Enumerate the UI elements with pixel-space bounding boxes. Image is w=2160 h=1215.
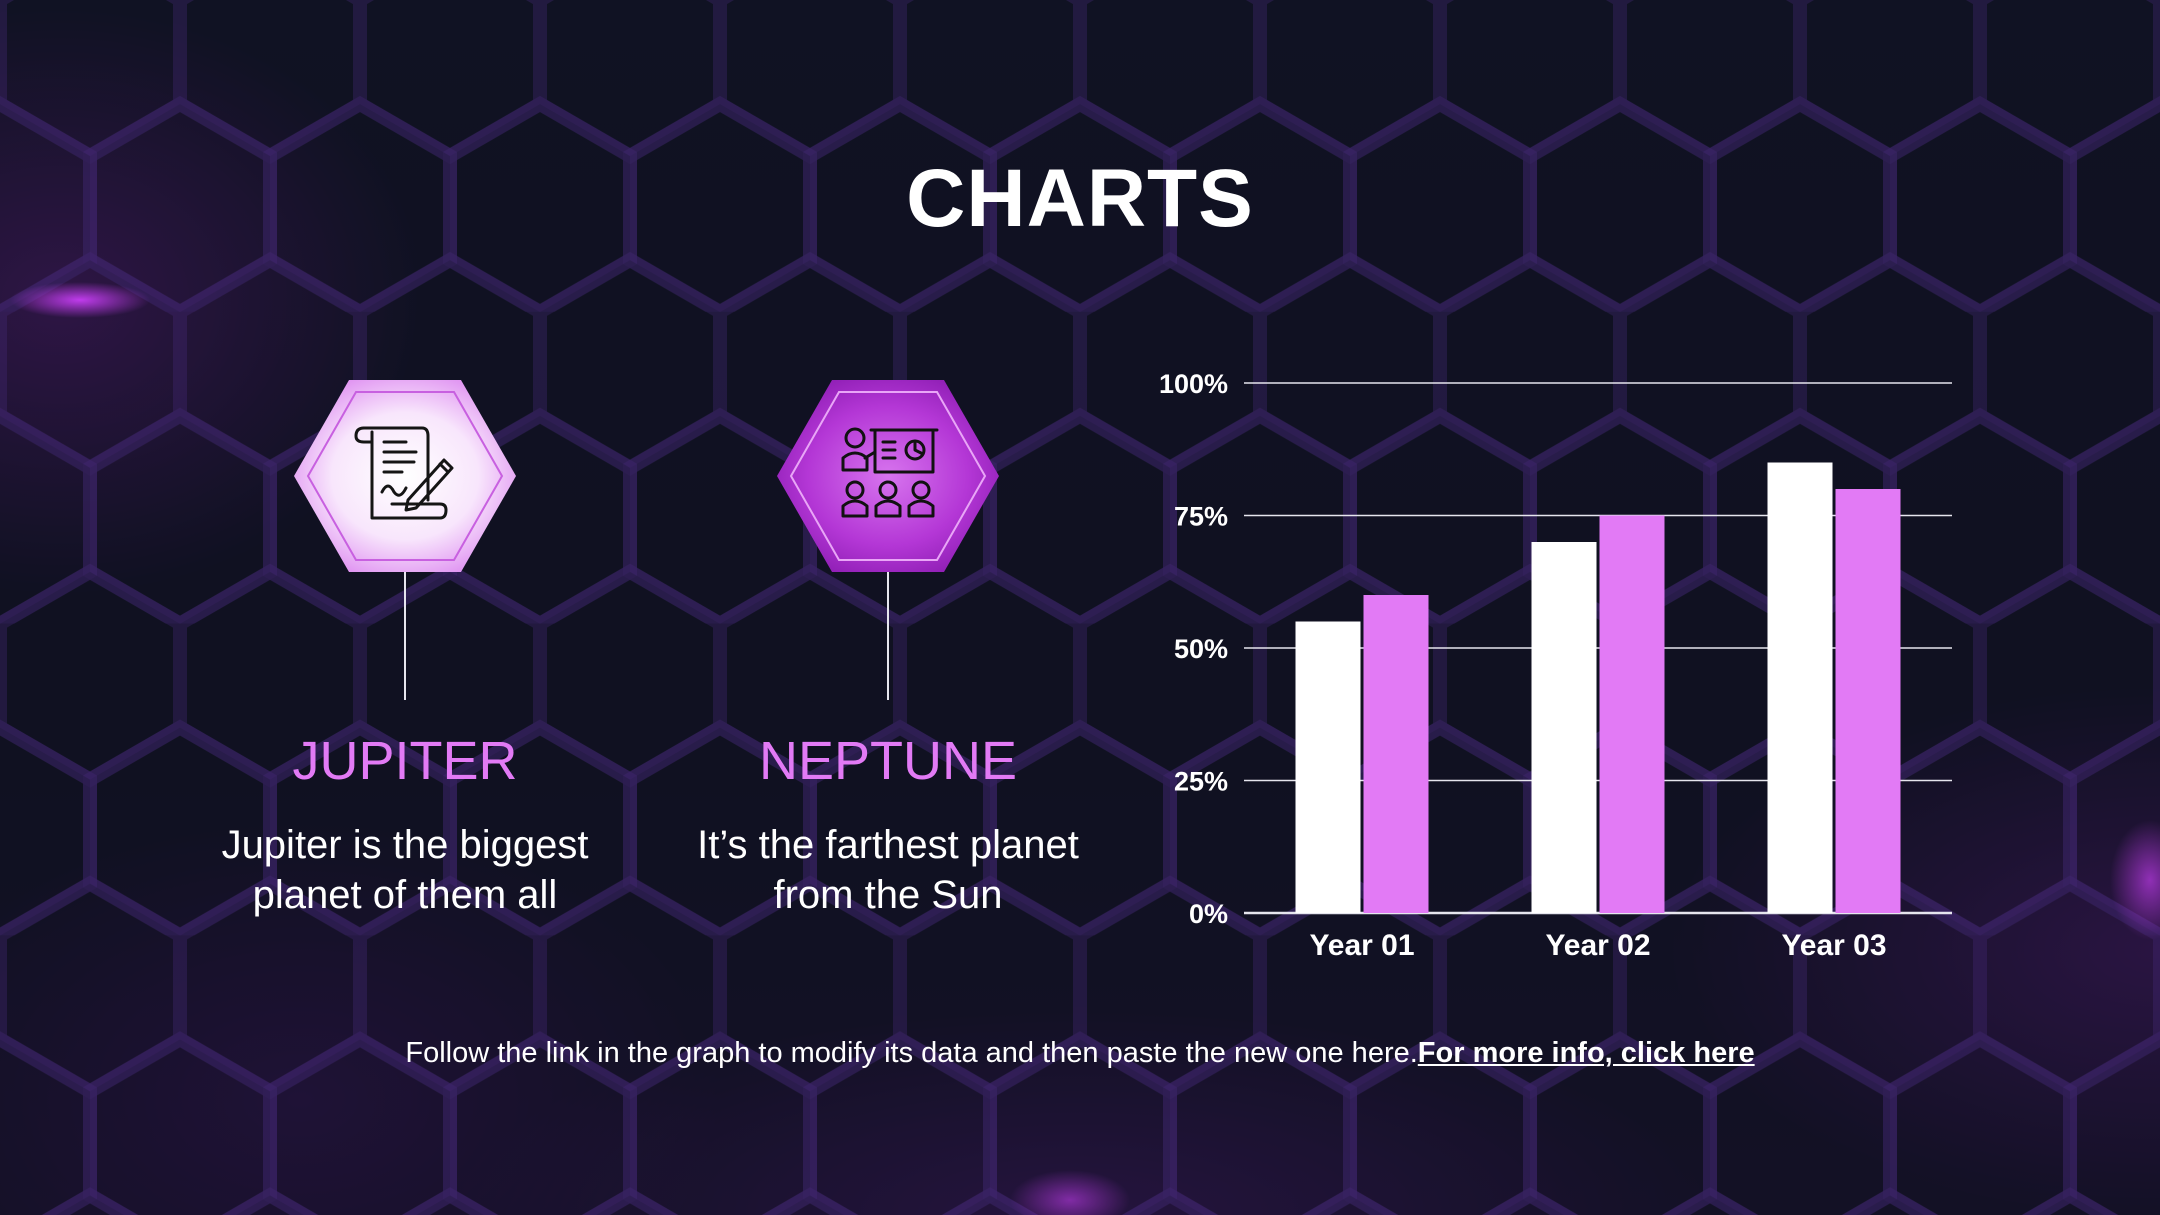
footer-note: Follow the link in the graph to modify i… bbox=[0, 1037, 2160, 1070]
jupiter-hexagon-badge bbox=[294, 380, 516, 572]
jupiter-connector-line bbox=[404, 572, 406, 700]
x-tick-label: Year 02 bbox=[1545, 929, 1650, 962]
bar bbox=[1363, 595, 1429, 913]
bar bbox=[1599, 515, 1665, 913]
x-tick-label: Year 01 bbox=[1309, 929, 1414, 962]
bar-chart: 0% 25% 50% 75% 100% Year 01 Year 02 Year 03 bbox=[1159, 369, 1952, 962]
planet-description: It’s the farthest planet from the Sun bbox=[658, 820, 1118, 920]
description-line: from the Sun bbox=[773, 873, 1003, 917]
presentation-audience-icon bbox=[841, 427, 939, 518]
planet-description: Jupiter is the biggest planet of them al… bbox=[175, 820, 635, 920]
bar bbox=[1835, 489, 1901, 913]
y-tick-label: 100% bbox=[1159, 369, 1228, 399]
page-title: CHARTS bbox=[906, 153, 1254, 244]
description-line: planet of them all bbox=[252, 873, 558, 917]
neptune-hexagon-badge bbox=[777, 380, 999, 572]
y-tick-label: 25% bbox=[1174, 767, 1228, 797]
planet-name: NEPTUNE bbox=[758, 731, 1018, 791]
description-line: Jupiter is the biggest bbox=[221, 823, 589, 867]
planet-name: JUPITER bbox=[292, 731, 518, 791]
bar bbox=[1295, 621, 1361, 913]
contract-document-icon bbox=[354, 426, 454, 520]
description-line: It’s the farthest planet bbox=[697, 823, 1079, 867]
y-tick-label: 50% bbox=[1174, 634, 1228, 664]
y-tick-label: 0% bbox=[1189, 899, 1228, 929]
y-tick-label: 75% bbox=[1174, 502, 1228, 532]
bar bbox=[1531, 542, 1597, 913]
footer-text: Follow the link in the graph to modify i… bbox=[405, 1037, 1418, 1069]
x-tick-label: Year 03 bbox=[1781, 929, 1886, 962]
bar bbox=[1767, 462, 1833, 913]
more-info-link[interactable]: For more info, click here bbox=[1417, 1037, 1755, 1069]
neptune-connector-line bbox=[887, 572, 889, 700]
